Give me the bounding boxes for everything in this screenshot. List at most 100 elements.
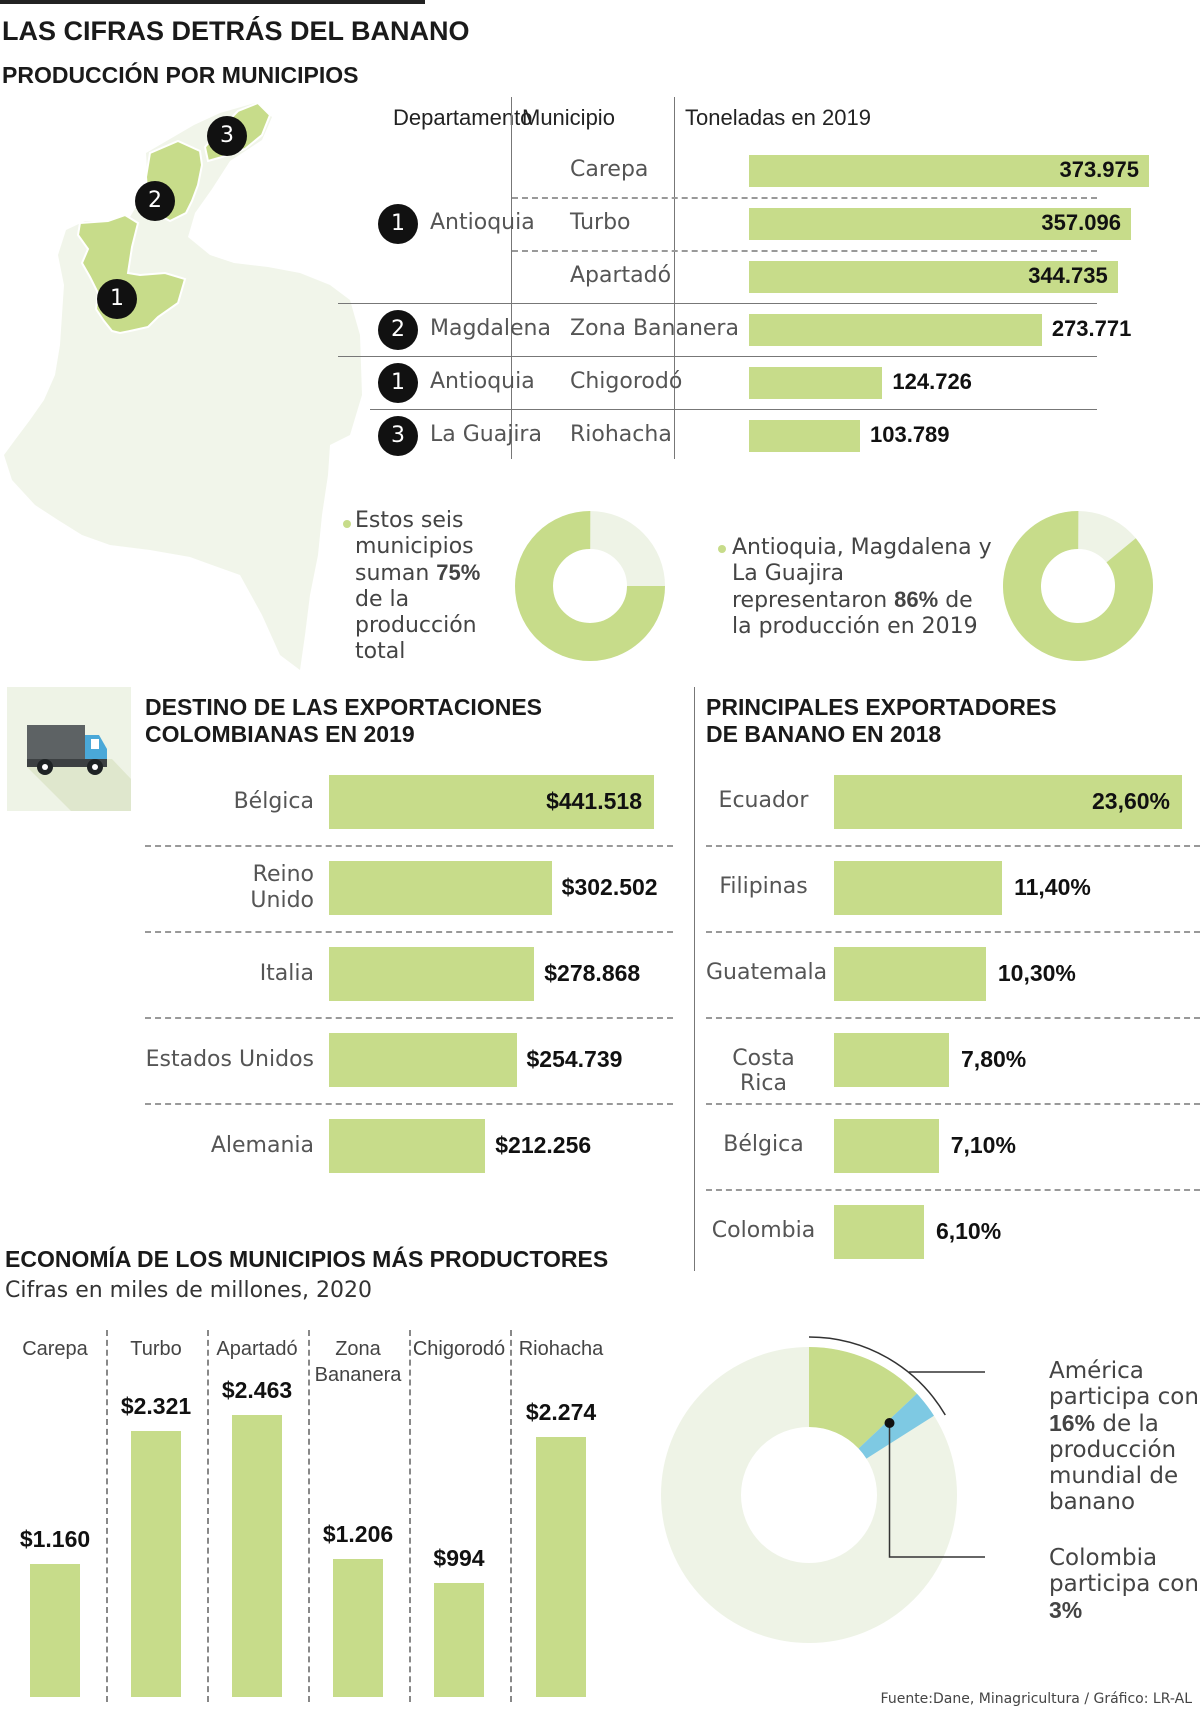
economy-column-name-line: Carepa xyxy=(22,1338,88,1360)
export-row-divider xyxy=(145,1103,673,1105)
municipio-label: Riohacha xyxy=(570,422,672,447)
export-country-label: Italia xyxy=(260,961,314,987)
exporter-row-divider xyxy=(706,1189,1200,1191)
production-value-label: 344.735 xyxy=(1028,263,1108,288)
economy-column-name-line: Bananera xyxy=(314,1364,402,1386)
exporters-title-line-1: PRINCIPALES EXPORTADORES xyxy=(706,694,1057,720)
exporter-bar xyxy=(834,861,1003,915)
economy-column-divider xyxy=(105,1330,108,1702)
header-rule xyxy=(0,0,425,4)
export-country-label: Alemania xyxy=(211,1133,314,1159)
world-donut-chart xyxy=(661,1336,985,1643)
economy-bar xyxy=(30,1564,80,1697)
export-bar xyxy=(329,947,535,1001)
economy-column-divider xyxy=(510,1330,512,1702)
table-rule-2 xyxy=(338,356,1097,357)
economy-value-label: $2.321 xyxy=(120,1393,192,1420)
exporter-bar xyxy=(834,1205,924,1259)
donut-note-1-bold: 75% xyxy=(436,560,481,585)
world-note-america-post: de la producción mundial de banano xyxy=(1049,1411,1179,1515)
economy-value-label: $2.463 xyxy=(221,1377,293,1403)
exporter-country-label: Bélgica xyxy=(723,1132,804,1157)
donut-note-2-pre: Antioquia, Magdalena y La Guajira repres… xyxy=(732,535,992,613)
economy-column-divider xyxy=(206,1330,209,1702)
export-row-divider xyxy=(145,845,673,847)
economy-subtitle: Cifras en miles de millones, 2020 xyxy=(5,1278,372,1303)
export-country-label: Bélgica xyxy=(234,789,314,815)
donut-chart-1 xyxy=(515,511,665,661)
exporter-value-label: 7,10% xyxy=(950,1132,1016,1158)
exporter-bar xyxy=(834,1033,950,1087)
section-divider xyxy=(694,687,695,1271)
world-arc-colombia xyxy=(858,1393,934,1459)
export-country-line: Alemania xyxy=(210,1133,314,1158)
exporter-value-label: 6,10% xyxy=(935,1218,1002,1244)
world-arc-america xyxy=(809,1347,917,1449)
production-bar xyxy=(749,261,1118,293)
economy-column-name: Turbo xyxy=(101,1336,211,1362)
map-marker-1: 1 xyxy=(97,279,137,319)
municipio-label: Carepa xyxy=(570,157,649,182)
exports-title: DESTINO DE LAS EXPORTACIONES COLOMBIANAS… xyxy=(145,694,542,748)
world-note-colombia-pre: Colombia participa con xyxy=(1049,1545,1199,1597)
donut-note-1-post: de la producción total xyxy=(355,587,477,664)
production-bar xyxy=(749,314,1042,346)
world-note-america-bold: 16% xyxy=(1049,1410,1096,1436)
department-number-badge: 2 xyxy=(378,310,418,350)
economy-value-label: $2.274 xyxy=(525,1398,597,1425)
table-dash-2 xyxy=(512,250,1097,252)
exporter-country-label: Filipinas xyxy=(719,874,808,899)
economy-bar xyxy=(434,1583,484,1697)
exporter-value-label: 11,40% xyxy=(1014,874,1091,900)
exporter-row-divider xyxy=(706,1017,1200,1019)
export-country-line: Estados Unidos xyxy=(145,1047,314,1072)
exporter-country-label: Costa Rica xyxy=(732,1046,795,1096)
exporter-bar xyxy=(834,947,986,1001)
export-bar xyxy=(329,861,552,915)
municipio-label: Turbo xyxy=(570,210,631,235)
municipio-label: Zona Bananera xyxy=(570,316,739,341)
export-row-divider xyxy=(145,1017,673,1019)
donut-note-1: Estos seis municipios suman 75% de la pr… xyxy=(343,508,490,665)
bullet-dot xyxy=(718,545,726,553)
exporter-bar xyxy=(834,1119,939,1173)
table-col-line-2 xyxy=(674,97,675,459)
export-row-divider xyxy=(145,931,673,933)
export-bar xyxy=(329,1033,517,1087)
footer-source: Fuente:Dane, Minagricultura / Gráfico: L… xyxy=(880,1691,1192,1707)
economy-bar xyxy=(333,1558,383,1697)
table-col-line-1 xyxy=(511,97,512,459)
header-toneladas: Toneladas en 2019 xyxy=(685,105,871,130)
exports-title-line-1: DESTINO DE LAS EXPORTACIONES xyxy=(145,694,543,720)
header-departamento: Departamento xyxy=(393,105,533,130)
world-note-colombia-bold: 3% xyxy=(1049,1597,1083,1623)
municipio-label: Apartadó xyxy=(570,263,672,288)
world-note-america: América participa con 16% de la producci… xyxy=(1049,1358,1199,1515)
export-country-label: Reino Unido xyxy=(250,862,314,914)
production-bar xyxy=(749,420,860,452)
export-value-label: $278.868 xyxy=(544,960,641,986)
economy-column-name-line: Zona xyxy=(335,1338,381,1360)
economy-bar xyxy=(536,1436,586,1697)
economy-title: ECONOMÍA DE LOS MUNICIPIOS MÁS PRODUCTOR… xyxy=(5,1246,609,1272)
donut-note-2-bold: 86% xyxy=(894,587,939,612)
export-country-label: Estados Unidos xyxy=(146,1047,314,1073)
exports-title-line-2: COLOMBIANAS EN 2019 xyxy=(145,721,415,747)
departamento-label: Magdalena xyxy=(430,316,551,341)
page-title: LAS CIFRAS DETRÁS DEL BANANO xyxy=(2,16,470,46)
economy-bar xyxy=(131,1431,181,1697)
economy-column-name: Chigorodó xyxy=(404,1336,514,1362)
export-value-label: $254.739 xyxy=(526,1046,623,1072)
exporter-country-label: Guatemala xyxy=(706,960,828,985)
exporter-bar xyxy=(834,775,1182,829)
exporter-country-label: Ecuador xyxy=(718,788,809,813)
department-number-badge: 1 xyxy=(378,363,418,403)
exporters-title: PRINCIPALES EXPORTADORES DE BANANO EN 20… xyxy=(706,694,1057,748)
export-country-line: Reino xyxy=(252,862,314,887)
economy-value-label: $1.206 xyxy=(322,1520,394,1547)
world-note-america-pre: América participa con xyxy=(1049,1358,1199,1410)
exporter-value-label: 23,60% xyxy=(1091,788,1170,814)
page-subtitle: PRODUCCIÓN POR MUNICIPIOS xyxy=(2,62,359,88)
donut-arc-value xyxy=(515,511,665,661)
economy-column-name-line: Chigorodó xyxy=(412,1338,506,1360)
